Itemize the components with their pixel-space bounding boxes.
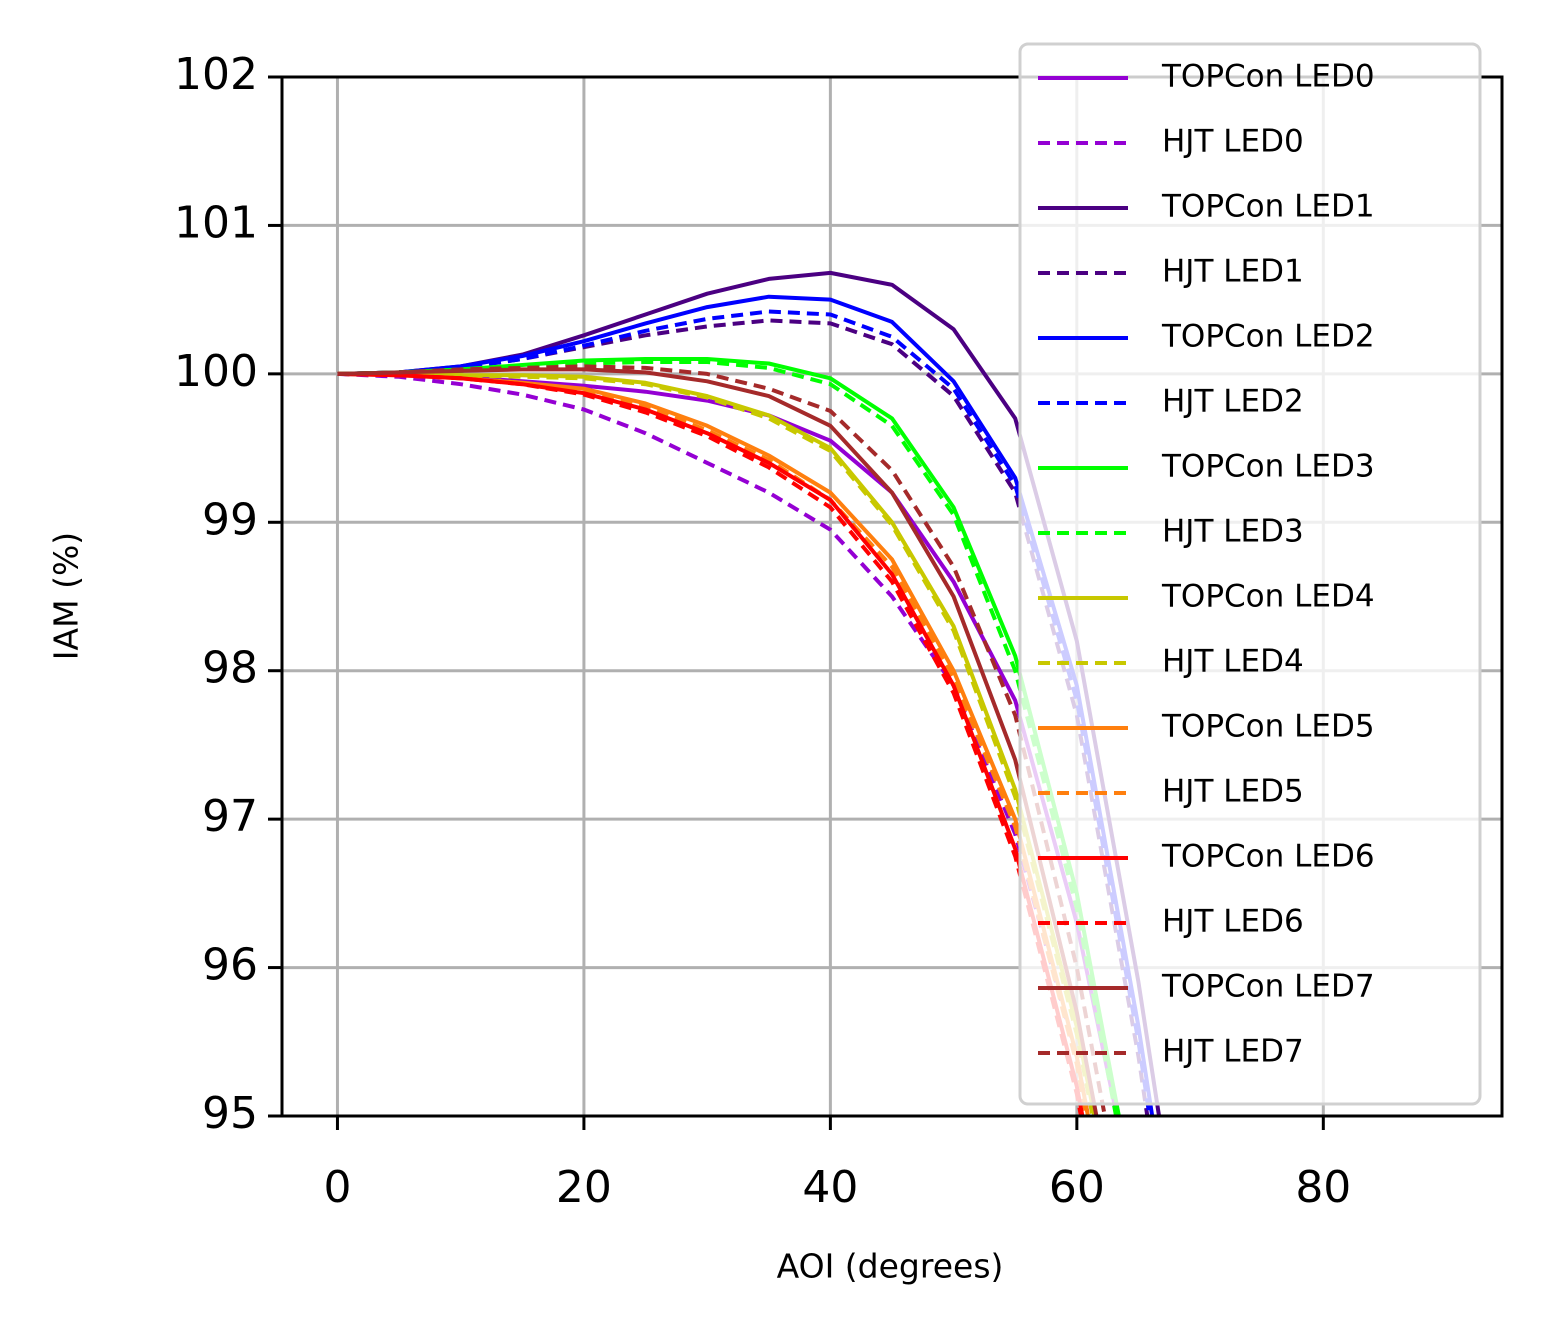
legend-label: TOPCon LED7 (1161, 969, 1375, 1005)
legend-label: TOPCon LED6 (1161, 839, 1375, 875)
x-tick-label: 80 (1295, 1162, 1351, 1213)
series-line (337, 371, 1091, 1116)
y-tick-label: 97 (202, 791, 258, 842)
legend-label: HJT LED2 (1162, 384, 1304, 420)
y-tick-label: 95 (202, 1088, 258, 1139)
legend-label: TOPCon LED3 (1161, 449, 1375, 485)
legend-label: HJT LED3 (1162, 514, 1304, 550)
legend-box (1018, 42, 1482, 1106)
legend: TOPCon LED0 HJT LED0 TOPCon LED1 HJT LED1 TO… (1018, 42, 1482, 1106)
x-tick-label: 60 (1049, 1162, 1105, 1213)
legend-label: TOPCon LED2 (1161, 319, 1375, 355)
legend-label: HJT LED6 (1162, 904, 1304, 940)
x-axis-label: AOI (degrees) (777, 1247, 1004, 1286)
y-tick-label: 101 (174, 197, 258, 248)
legend-label: TOPCon LED4 (1161, 579, 1375, 615)
y-tick-label: 100 (174, 346, 258, 397)
x-tick-label: 20 (556, 1162, 612, 1213)
ticks: 0 20 40 60 80 95 96 97 98 99 100 101 102 (174, 49, 1351, 1213)
legend-label: TOPCon LED1 (1161, 189, 1375, 225)
legend-label: TOPCon LED5 (1161, 709, 1375, 745)
legend-label: TOPCon LED0 (1161, 59, 1375, 95)
legend-label: HJT LED7 (1162, 1034, 1304, 1070)
series-line (337, 309, 1152, 1116)
legend-label: HJT LED5 (1162, 774, 1304, 810)
series-line (337, 371, 1083, 1116)
x-tick-label: 40 (802, 1162, 858, 1213)
y-tick-label: 98 (202, 643, 258, 694)
axes-frame (280, 75, 1504, 1118)
y-axis-label: IAM (%) (47, 532, 86, 660)
legend-label: HJT LED1 (1162, 254, 1304, 290)
legend-label: HJT LED0 (1162, 124, 1304, 160)
legend-label: HJT LED4 (1162, 644, 1304, 680)
y-tick-label: 99 (202, 494, 258, 545)
x-tick-label: 0 (323, 1162, 351, 1213)
y-tick-label: 102 (174, 49, 258, 100)
y-tick-label: 96 (202, 940, 258, 991)
